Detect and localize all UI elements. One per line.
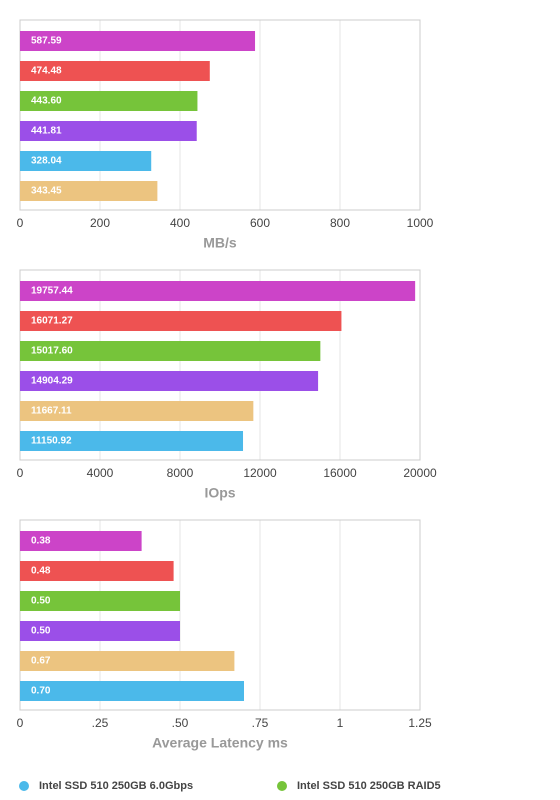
bar (20, 281, 416, 301)
value-label: 19757.44 (31, 286, 73, 297)
x-tick-label: 200 (90, 216, 110, 230)
value-label: 14904.29 (31, 376, 73, 387)
value-label: 343.45 (31, 186, 62, 197)
bar (20, 91, 198, 111)
bar (20, 561, 174, 581)
bar (20, 591, 180, 611)
bar (20, 181, 158, 201)
bar (20, 651, 235, 671)
value-label: 0.38 (31, 536, 51, 547)
x-tick-label: 0 (17, 716, 24, 730)
bar (20, 311, 342, 331)
legend-label: Intel SSD 510 250GB RAID5 (297, 780, 441, 792)
value-label: 11150.92 (31, 436, 72, 447)
value-label: 587.59 (31, 36, 62, 47)
bar (20, 401, 254, 421)
x-tick-label: 600 (250, 216, 270, 230)
x-tick-label: 1000 (407, 216, 434, 230)
x-tick-label: .75 (252, 716, 269, 730)
bar (20, 61, 210, 81)
value-label: 0.50 (31, 626, 51, 637)
bar (20, 681, 244, 701)
x-tick-label: 800 (330, 216, 350, 230)
x-axis-label: MB/s (203, 235, 237, 251)
plot-frame (19, 269, 421, 461)
bar (20, 151, 152, 171)
value-label: 328.04 (31, 156, 62, 167)
plot-frame (19, 519, 421, 711)
value-label: 0.48 (31, 566, 51, 577)
bar (20, 531, 142, 551)
x-tick-label: .25 (92, 716, 109, 730)
x-tick-label: 400 (170, 216, 190, 230)
x-tick-label: 0 (17, 216, 24, 230)
value-label: 16071.27 (31, 316, 73, 327)
x-axis-label: IOps (204, 485, 235, 501)
x-tick-label: 20000 (403, 466, 437, 480)
plot-frame (19, 19, 421, 211)
value-label: 0.67 (31, 656, 51, 667)
bar (20, 371, 319, 391)
value-label: 11667.11 (31, 406, 72, 417)
bar (20, 621, 180, 641)
x-tick-label: 12000 (243, 466, 277, 480)
value-label: 0.70 (31, 686, 51, 697)
bar (20, 31, 256, 51)
x-tick-label: .50 (172, 716, 189, 730)
value-label: 474.48 (31, 66, 62, 77)
x-tick-label: 8000 (167, 466, 194, 480)
x-tick-label: 16000 (323, 466, 357, 480)
bar (20, 431, 244, 451)
x-tick-label: 1.25 (408, 716, 432, 730)
x-axis-label: Average Latency ms (152, 735, 288, 751)
value-label: 15017.60 (31, 346, 73, 357)
value-label: 443.60 (31, 96, 62, 107)
x-tick-label: 4000 (87, 466, 114, 480)
legend-swatch (277, 781, 287, 791)
x-tick-label: 0 (17, 466, 24, 480)
value-label: 0.50 (31, 596, 51, 607)
legend-label: Intel SSD 510 250GB 6.0Gbps (39, 780, 193, 792)
bar (20, 121, 197, 141)
bar (20, 341, 321, 361)
legend-swatch (19, 781, 29, 791)
value-label: 441.81 (31, 126, 62, 137)
x-tick-label: 1 (337, 716, 344, 730)
